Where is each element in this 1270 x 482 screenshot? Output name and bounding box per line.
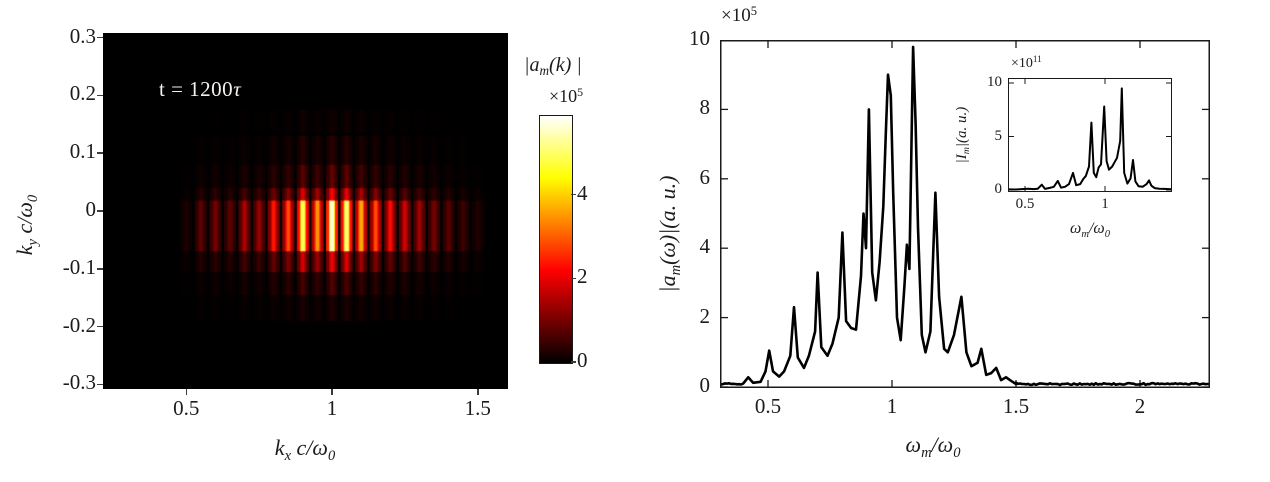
tick-mark: [97, 210, 103, 212]
time-annotation-text: t = 1200: [159, 77, 234, 101]
inset-plot: [1008, 78, 1172, 192]
kspace-heatmap-panel: t = 1200τ: [103, 33, 508, 389]
tick-label: 6: [699, 164, 711, 189]
tick-label: 0.5: [1015, 196, 1035, 212]
tick-label: 10: [987, 74, 1002, 90]
tick-mark: [477, 389, 479, 395]
spectrum-y-exponent: ×105: [721, 3, 757, 26]
tick-label: 2: [1134, 394, 1146, 418]
tick-label: 1: [886, 394, 898, 418]
tick-mark: [571, 277, 576, 279]
tick-mark: [571, 361, 576, 363]
tick-label: 4: [577, 180, 588, 205]
time-annotation: t = 1200τ: [159, 79, 241, 100]
tick-label: 2: [577, 264, 588, 289]
tick-label: 0.5: [173, 396, 200, 420]
tick-label: 0: [699, 373, 711, 397]
tick-mark: [97, 152, 103, 154]
tick-label: 1: [326, 396, 338, 420]
colorbar: [539, 115, 573, 364]
tick-label: 0.2: [69, 81, 96, 106]
inset-y-exponent: ×1011: [1011, 54, 1042, 71]
inset-x-axis-label: ωm/ω0: [1070, 220, 1110, 240]
tick-mark: [571, 193, 576, 196]
tick-label: 0: [994, 181, 1003, 197]
kspace-heatmap-image: [103, 33, 508, 389]
inset-panel: [1008, 78, 1172, 192]
inset-y-axis-label: |Im|(a. u.): [954, 106, 973, 164]
tick-label: -0.1: [62, 254, 96, 279]
tick-label: 10: [689, 26, 710, 50]
tick-label: 0: [85, 197, 97, 221]
spectrum-x-axis-label: ωm/ω0: [905, 432, 961, 461]
colorbar-title: |am(k) |: [524, 54, 582, 79]
colorbar-exponent: ×105: [549, 85, 584, 106]
spectrum-plot: [720, 40, 1210, 388]
tick-label: 0: [577, 348, 588, 372]
tick-label: 0.1: [69, 139, 96, 164]
tick-label: 4: [699, 234, 711, 259]
tau-symbol: τ: [233, 77, 242, 101]
spectrum-plot-frame: [720, 40, 1210, 388]
tick-mark: [97, 383, 103, 386]
tick-mark: [97, 94, 103, 97]
tick-mark: [97, 325, 103, 328]
tick-mark: [331, 389, 333, 395]
tick-label: 1.5: [464, 396, 491, 420]
tick-label: 0.5: [754, 394, 782, 418]
tick-label: 8: [699, 95, 711, 120]
tick-label: 1: [1101, 196, 1109, 212]
tick-mark: [97, 268, 103, 270]
tick-label: 5: [994, 127, 1003, 144]
tick-label: 2: [699, 303, 711, 328]
inset-spectrum-line: [1008, 87, 1172, 191]
inset-plot-frame: [1008, 78, 1172, 192]
tick-label: -0.3: [62, 370, 96, 395]
spectrum-line: [720, 45, 1210, 387]
left-x-axis-label: kx c/ω0: [274, 435, 336, 464]
tick-mark: [97, 36, 103, 39]
tick-mark: [185, 389, 187, 395]
spectrum-panel: [720, 40, 1210, 388]
tick-label: -0.2: [62, 312, 96, 337]
tick-label: 0.3: [69, 23, 96, 48]
tick-label: 1.5: [1002, 394, 1030, 418]
